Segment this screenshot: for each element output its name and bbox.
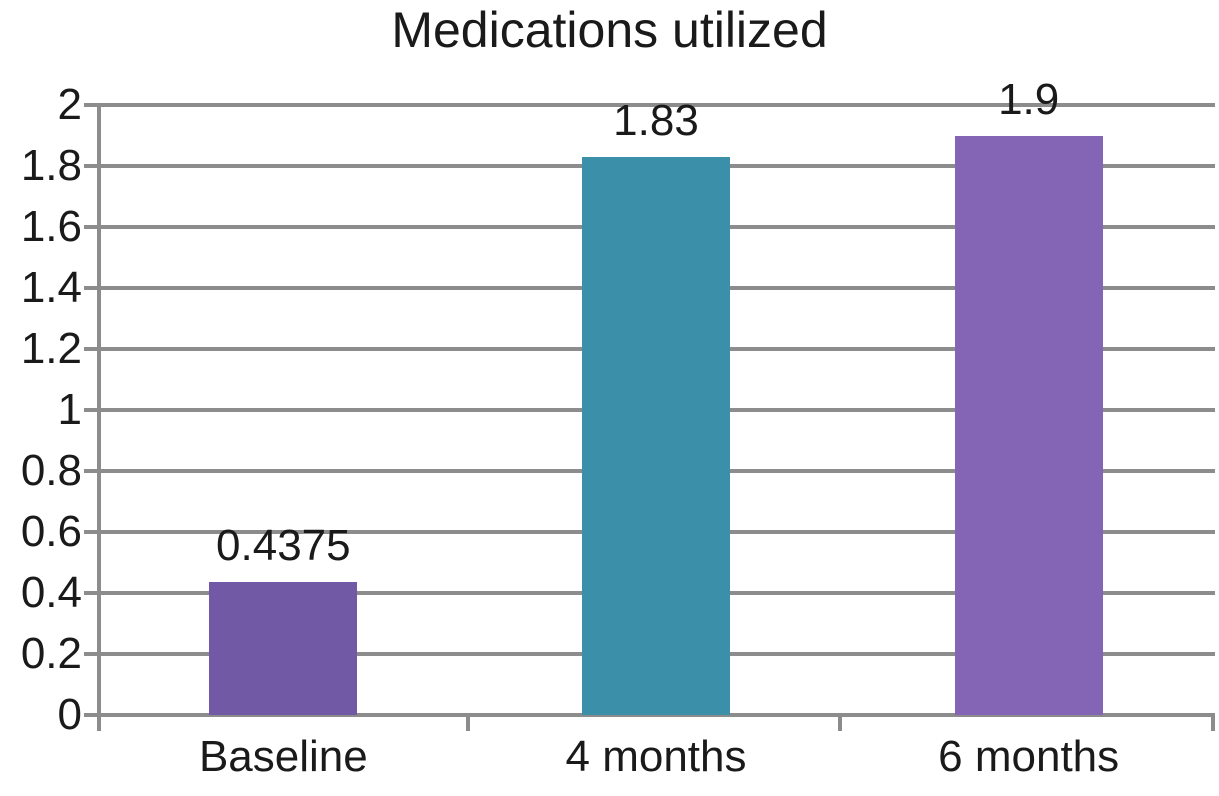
y-axis-tick bbox=[84, 652, 97, 656]
bar-value-label-baseline: 0.4375 bbox=[216, 520, 351, 570]
y-axis-tick-label: 1 bbox=[57, 385, 82, 434]
bar-value-label-4-months: 1.83 bbox=[613, 95, 699, 145]
bar-4-months bbox=[582, 156, 730, 715]
y-axis-tick-label: 0.2 bbox=[20, 629, 82, 678]
plot-area: 0.4375 1.83 1.9 bbox=[84, 77, 1215, 731]
y-axis-tick-label: 0.4 bbox=[20, 568, 82, 617]
y-axis-tick-label: 0 bbox=[57, 690, 82, 739]
y-axis: 0 0.2 0.4 0.6 0.8 1 1.2 1.4 1.6 1.8 2 bbox=[0, 83, 82, 737]
gridline bbox=[97, 103, 1215, 107]
x-axis-line bbox=[84, 713, 1215, 717]
y-axis-tick-label: 1.4 bbox=[20, 263, 82, 312]
bar-baseline bbox=[209, 581, 358, 715]
y-axis-tick-label: 1.6 bbox=[20, 202, 82, 251]
x-axis-tick bbox=[1211, 715, 1215, 731]
y-axis-tick bbox=[84, 408, 97, 412]
y-axis-tick bbox=[84, 225, 97, 229]
x-axis-category-label-baseline: Baseline bbox=[198, 732, 368, 781]
y-axis-tick bbox=[84, 469, 97, 473]
y-axis-tick-label: 1.2 bbox=[20, 324, 82, 373]
y-axis-tick-label: 1.8 bbox=[20, 141, 82, 190]
x-axis-category-label-6-months: 6 months bbox=[938, 732, 1120, 781]
y-axis-tick-label: 0.6 bbox=[20, 507, 82, 556]
y-axis-tick-label: 0.8 bbox=[20, 446, 82, 495]
bar-6-months bbox=[954, 135, 1103, 715]
bar-value-label-6-months: 1.9 bbox=[998, 74, 1060, 124]
y-axis-tick bbox=[84, 591, 97, 595]
y-axis-tick bbox=[84, 164, 97, 168]
chart-title: Medications utilized bbox=[391, 2, 828, 58]
x-axis-tick bbox=[465, 715, 470, 731]
y-axis-tick bbox=[84, 347, 97, 351]
y-axis-tick bbox=[84, 286, 97, 290]
x-axis-tick bbox=[838, 715, 843, 731]
x-axis-category-label-4-months: 4 months bbox=[565, 732, 747, 781]
x-axis: Baseline 4 months 6 months bbox=[97, 735, 1215, 790]
y-axis-line bbox=[97, 105, 101, 731]
y-axis-tick-label: 2 bbox=[57, 80, 82, 129]
y-axis-tick bbox=[84, 103, 97, 107]
y-axis-tick bbox=[84, 530, 97, 534]
